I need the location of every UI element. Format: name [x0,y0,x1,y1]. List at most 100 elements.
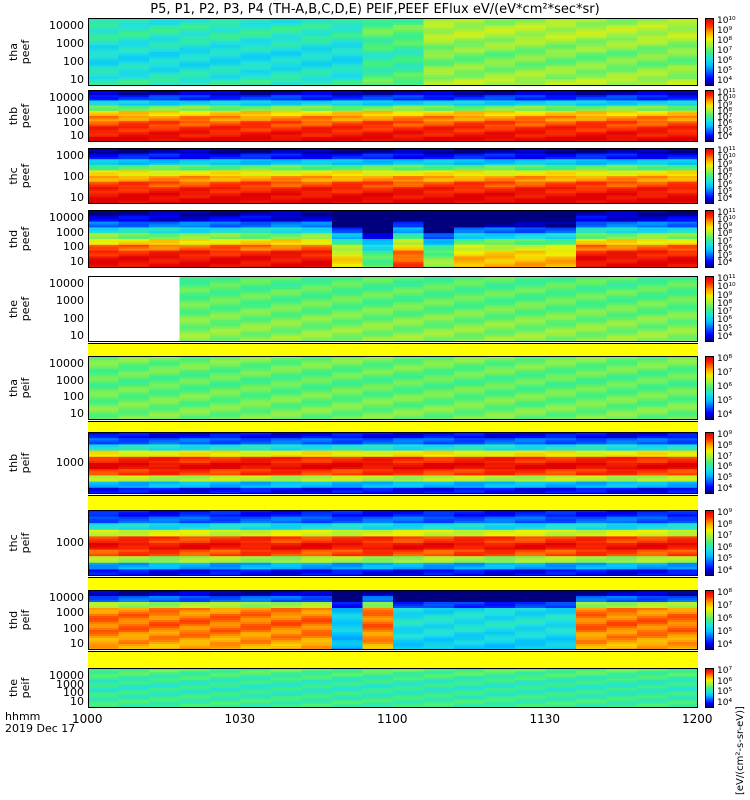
heatmap-cell [362,20,394,24]
heatmap-cell [210,227,242,230]
heatmap-cell [332,394,364,398]
heatmap-cell [545,489,577,493]
heatmap-cell [149,396,181,400]
heatmap-cell [301,381,333,385]
heatmap-cell [301,366,333,370]
heatmap-cell [423,538,455,542]
heatmap-cell [515,148,547,151]
heatmap-cell [118,18,150,21]
heatmap-cell [637,396,669,400]
heatmap-cell [301,467,333,470]
heatmap-cell [362,83,394,86]
y-tick-label: 100 [63,311,84,325]
heatmap-cell [88,52,120,55]
heatmap-cell [637,454,669,458]
heatmap-cell [271,168,303,171]
heatmap-cell [332,179,364,183]
heatmap-cell [637,569,669,573]
heatmap-cell [667,136,698,140]
heatmap-cell [118,571,150,575]
heatmap-cell [240,388,272,391]
heatmap-cell [118,56,150,60]
heatmap-cell [301,95,333,98]
heatmap-cell [393,133,425,136]
heatmap-cell [637,554,669,557]
heatmap-cell [667,362,698,366]
heatmap-cell [606,153,638,157]
heatmap-cell [179,149,211,153]
heatmap-cell [515,388,547,391]
heatmap-cell [88,250,120,254]
heatmap-cell [393,489,425,493]
heatmap-cell [179,436,211,439]
heatmap-cell [179,129,211,133]
heatmap-cell [576,300,608,303]
heatmap-cell [576,532,608,535]
heatmap-cell [515,219,547,223]
heatmap-cell [118,549,150,553]
heatmap-cell [301,135,333,138]
heatmap-cell [210,454,242,458]
heatmap-cell [149,61,181,64]
heatmap-cell [515,313,547,317]
heatmap-cell [423,131,455,134]
heatmap-cell [179,356,211,359]
plot-frame [88,510,698,576]
heatmap-cell [149,29,181,33]
heatmap-cell [362,556,394,559]
heatmap-cell [332,45,364,49]
heatmap-cell [271,215,303,219]
heatmap-cell [179,58,211,62]
heatmap-cell [576,487,608,491]
heatmap-cell [667,444,698,448]
heatmap-cell [88,370,120,374]
colorbar-tick-label: 10⁶ [717,382,733,392]
heatmap-cell [332,131,364,134]
heatmap-cell [118,192,150,196]
heatmap-cell [637,293,669,297]
heatmap-cell [393,164,425,168]
heatmap-cell [545,356,577,359]
heatmap-cell [240,477,272,481]
heatmap-cell [423,536,455,540]
heatmap-cell [118,135,150,138]
heatmap-cell [301,200,333,203]
heatmap-cell [210,27,242,30]
heatmap-cell [118,479,150,483]
heatmap-cell [149,444,181,448]
colorbar-tick-label: 10⁸ [717,229,733,240]
heatmap-cell [576,200,608,203]
heatmap-cell [667,157,698,160]
heatmap-cell [149,467,181,470]
heatmap-cell [606,166,638,170]
heatmap-cell [88,217,120,221]
heatmap-cell [271,300,303,303]
heatmap-cell [667,252,698,256]
heatmap-cell [576,102,608,105]
heatmap-cell [484,392,516,395]
heatmap-cell [179,411,211,415]
heatmap-cell [332,315,364,319]
heatmap-cell [423,444,455,448]
heatmap-cell [301,239,333,242]
heatmap-cell [149,192,181,196]
heatmap-cell [637,324,669,328]
colorbar-tick-label: 10⁴ [717,194,733,204]
heatmap-cell [454,162,486,166]
heatmap-cell [454,45,486,49]
heatmap-cell [393,103,425,107]
heatmap-cell [301,322,333,325]
heatmap-cell [88,161,120,164]
heatmap-cell [332,536,364,540]
heatmap-cell [210,485,242,489]
heatmap-cell [454,149,486,153]
heatmap-cell [301,33,333,37]
heatmap-cell [88,291,120,295]
heatmap-cell [332,516,364,520]
heatmap-cell [118,622,150,625]
heatmap-cell [88,242,120,246]
heatmap-cell [271,211,303,215]
heatmap-cell [240,358,272,361]
heatmap-cell [179,458,211,462]
heatmap-cell [667,521,698,524]
